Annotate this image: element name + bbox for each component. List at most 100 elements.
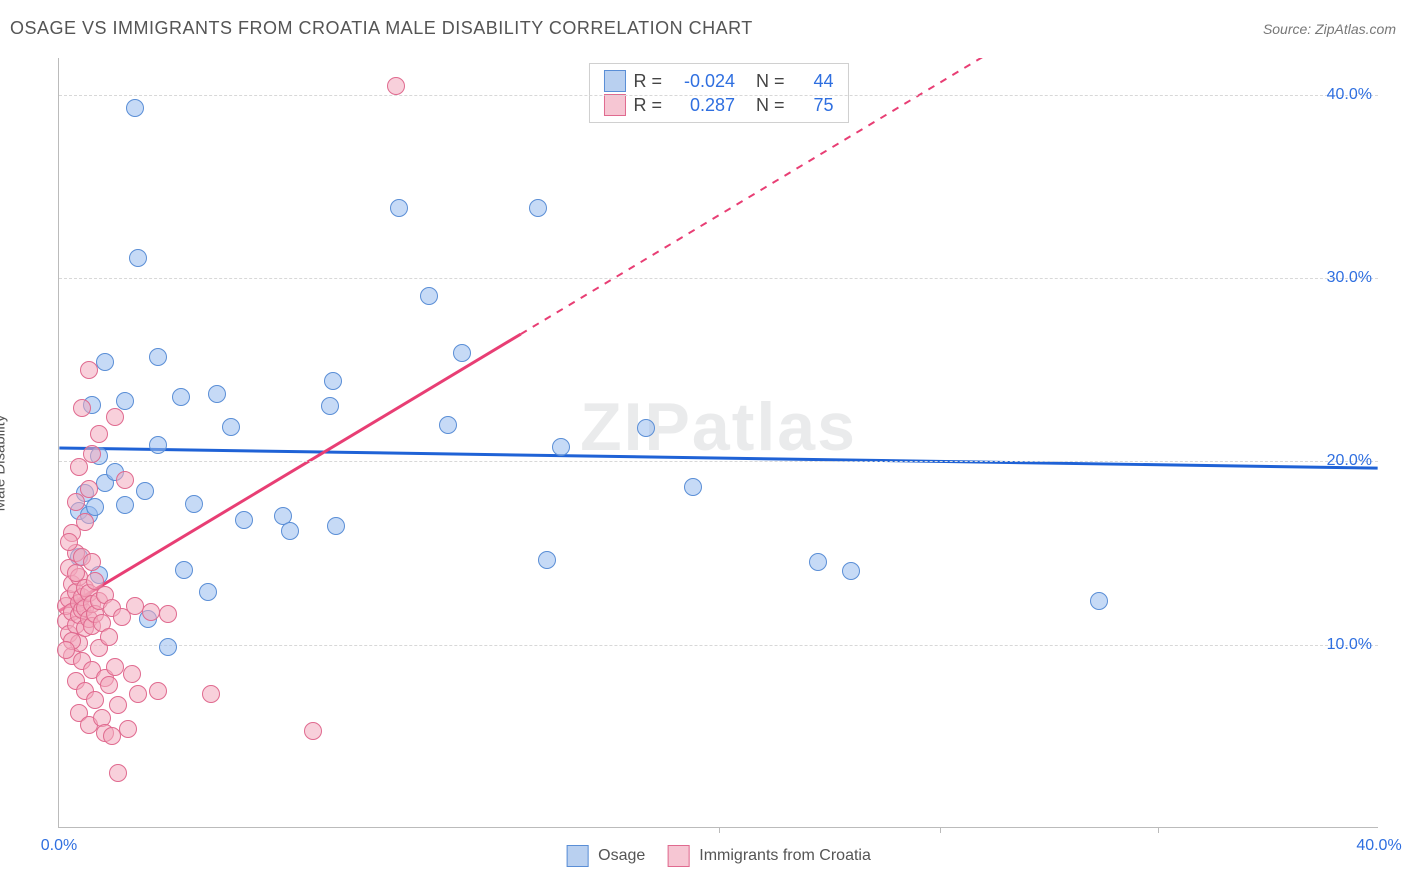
legend-swatch xyxy=(603,94,625,116)
scatter-point xyxy=(185,495,203,513)
legend-stat-row: R = -0.024 N = 44 xyxy=(603,70,833,92)
scatter-point xyxy=(842,562,860,580)
legend-swatch xyxy=(603,70,625,92)
y-tick-label: 20.0% xyxy=(1327,452,1372,470)
scatter-point xyxy=(76,513,94,531)
scatter-point xyxy=(103,727,121,745)
scatter-point xyxy=(106,658,124,676)
scatter-point xyxy=(321,397,339,415)
source-prefix: Source: xyxy=(1263,21,1315,37)
n-value: 44 xyxy=(796,71,834,92)
scatter-point xyxy=(83,553,101,571)
legend-label: Immigrants from Croatia xyxy=(699,847,871,865)
legend-swatch xyxy=(667,845,689,867)
r-value: 0.287 xyxy=(673,95,735,116)
scatter-point xyxy=(453,344,471,362)
r-label: R = xyxy=(633,95,667,116)
scatter-point xyxy=(73,399,91,417)
scatter-point xyxy=(327,517,345,535)
source-credit: Source: ZipAtlas.com xyxy=(1263,21,1396,37)
scatter-point xyxy=(100,676,118,694)
n-label: N = xyxy=(741,71,790,92)
scatter-point xyxy=(529,199,547,217)
scatter-point xyxy=(149,348,167,366)
trend-line-solid xyxy=(59,448,1377,468)
scatter-point xyxy=(281,522,299,540)
scatter-point xyxy=(552,438,570,456)
r-value: -0.024 xyxy=(673,71,735,92)
scatter-point xyxy=(208,385,226,403)
gridline xyxy=(59,95,1378,96)
scatter-point xyxy=(324,372,342,390)
scatter-point xyxy=(67,564,85,582)
chart-title: OSAGE VS IMMIGRANTS FROM CROATIA MALE DI… xyxy=(10,18,753,39)
scatter-point xyxy=(96,353,114,371)
x-tick-label: 40.0% xyxy=(1356,837,1401,855)
x-tick xyxy=(719,827,720,833)
correlation-legend-box: R = -0.024 N = 44R = 0.287 N = 75 xyxy=(588,63,848,123)
scatter-point xyxy=(202,685,220,703)
r-label: R = xyxy=(633,71,667,92)
scatter-point xyxy=(60,533,78,551)
chart-header: OSAGE VS IMMIGRANTS FROM CROATIA MALE DI… xyxy=(10,18,1396,39)
scatter-point xyxy=(116,496,134,514)
scatter-point xyxy=(390,199,408,217)
scatter-point xyxy=(126,99,144,117)
y-axis-label: Male Disability xyxy=(0,415,9,512)
n-value: 75 xyxy=(796,95,834,116)
scatter-point xyxy=(129,249,147,267)
scatter-point xyxy=(149,682,167,700)
scatter-point xyxy=(129,685,147,703)
scatter-point xyxy=(90,425,108,443)
scatter-point xyxy=(304,722,322,740)
scatter-point xyxy=(106,408,124,426)
scatter-point xyxy=(100,628,118,646)
scatter-point xyxy=(86,691,104,709)
legend-stat-row: R = 0.287 N = 75 xyxy=(603,94,833,116)
scatter-point xyxy=(80,361,98,379)
gridline xyxy=(59,645,1378,646)
gridline xyxy=(59,461,1378,462)
scatter-point xyxy=(159,605,177,623)
x-tick xyxy=(940,827,941,833)
scatter-point xyxy=(80,480,98,498)
y-tick-label: 10.0% xyxy=(1327,636,1372,654)
scatter-point xyxy=(222,418,240,436)
watermark: ZIPatlas xyxy=(580,388,857,466)
scatter-point xyxy=(149,436,167,454)
scatter-point xyxy=(83,445,101,463)
legend-item: Immigrants from Croatia xyxy=(667,845,871,867)
x-tick xyxy=(1158,827,1159,833)
n-label: N = xyxy=(741,95,790,116)
scatter-point xyxy=(136,482,154,500)
scatter-point xyxy=(538,551,556,569)
gridline xyxy=(59,278,1378,279)
series-legend: Osage Immigrants from Croatia xyxy=(566,845,871,867)
scatter-point xyxy=(57,641,75,659)
scatter-point xyxy=(809,553,827,571)
scatter-point xyxy=(199,583,217,601)
scatter-point xyxy=(1090,592,1108,610)
scatter-point xyxy=(439,416,457,434)
scatter-point xyxy=(119,720,137,738)
chart-area: Male Disability ZIPatlas R = -0.024 N = … xyxy=(10,48,1396,878)
legend-item: Osage xyxy=(566,845,645,867)
scatter-point xyxy=(116,471,134,489)
scatter-point xyxy=(235,511,253,529)
scatter-point xyxy=(387,77,405,95)
scatter-point xyxy=(637,419,655,437)
legend-swatch xyxy=(566,845,588,867)
scatter-point xyxy=(175,561,193,579)
scatter-point xyxy=(109,764,127,782)
scatter-point xyxy=(684,478,702,496)
x-tick-label: 0.0% xyxy=(41,837,77,855)
legend-label: Osage xyxy=(598,847,645,865)
scatter-point xyxy=(123,665,141,683)
plot-region: ZIPatlas R = -0.024 N = 44R = 0.287 N = … xyxy=(58,58,1378,828)
scatter-point xyxy=(159,638,177,656)
scatter-point xyxy=(109,696,127,714)
trend-lines xyxy=(59,58,1378,827)
y-tick-label: 40.0% xyxy=(1327,86,1372,104)
scatter-point xyxy=(126,597,144,615)
scatter-point xyxy=(116,392,134,410)
